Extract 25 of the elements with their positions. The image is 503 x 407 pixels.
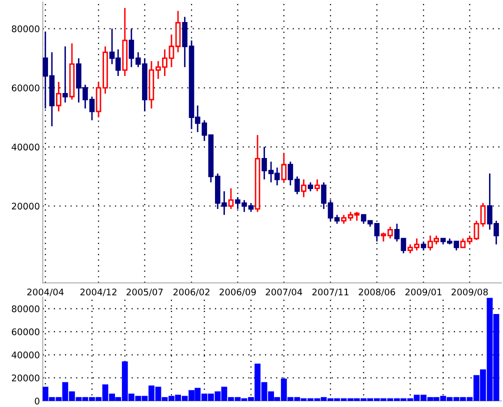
x-tick-label: 2007/11 bbox=[312, 288, 348, 296]
y-tick-label: 60000 bbox=[12, 84, 40, 92]
y-tick-label: 20000 bbox=[12, 374, 40, 382]
candlestick bbox=[62, 46, 68, 104]
y-tick-label: 40000 bbox=[12, 352, 40, 358]
y-tick-label: 80000 bbox=[12, 305, 40, 312]
y-tick-label: 20000 bbox=[12, 202, 40, 210]
x-tick-label: 2008/06 bbox=[358, 288, 396, 296]
y-tick-label: 0 bbox=[34, 398, 40, 404]
candlestick bbox=[56, 81, 62, 112]
x-tick-label: 2005/07 bbox=[126, 288, 163, 296]
y-tick-label: 40000 bbox=[12, 144, 40, 150]
x-tick-label: 2006/09 bbox=[220, 288, 256, 296]
x-tick-label: 2004/12 bbox=[80, 288, 116, 296]
candlestick bbox=[281, 152, 287, 184]
x-tick-label: 2009/08 bbox=[452, 288, 488, 296]
y-tick-label: 80000 bbox=[12, 25, 40, 32]
candlestick bbox=[301, 178, 306, 198]
candlestick bbox=[228, 188, 234, 210]
y-tick-label: 60000 bbox=[12, 328, 40, 336]
candlestick bbox=[314, 178, 320, 192]
x-tick-label: 2009/01 bbox=[405, 288, 442, 296]
x-tick-label: 2007/04 bbox=[266, 288, 302, 296]
x-tick-label: 2006/02 bbox=[173, 288, 210, 296]
x-tick-label: 2004/04 bbox=[27, 288, 64, 296]
